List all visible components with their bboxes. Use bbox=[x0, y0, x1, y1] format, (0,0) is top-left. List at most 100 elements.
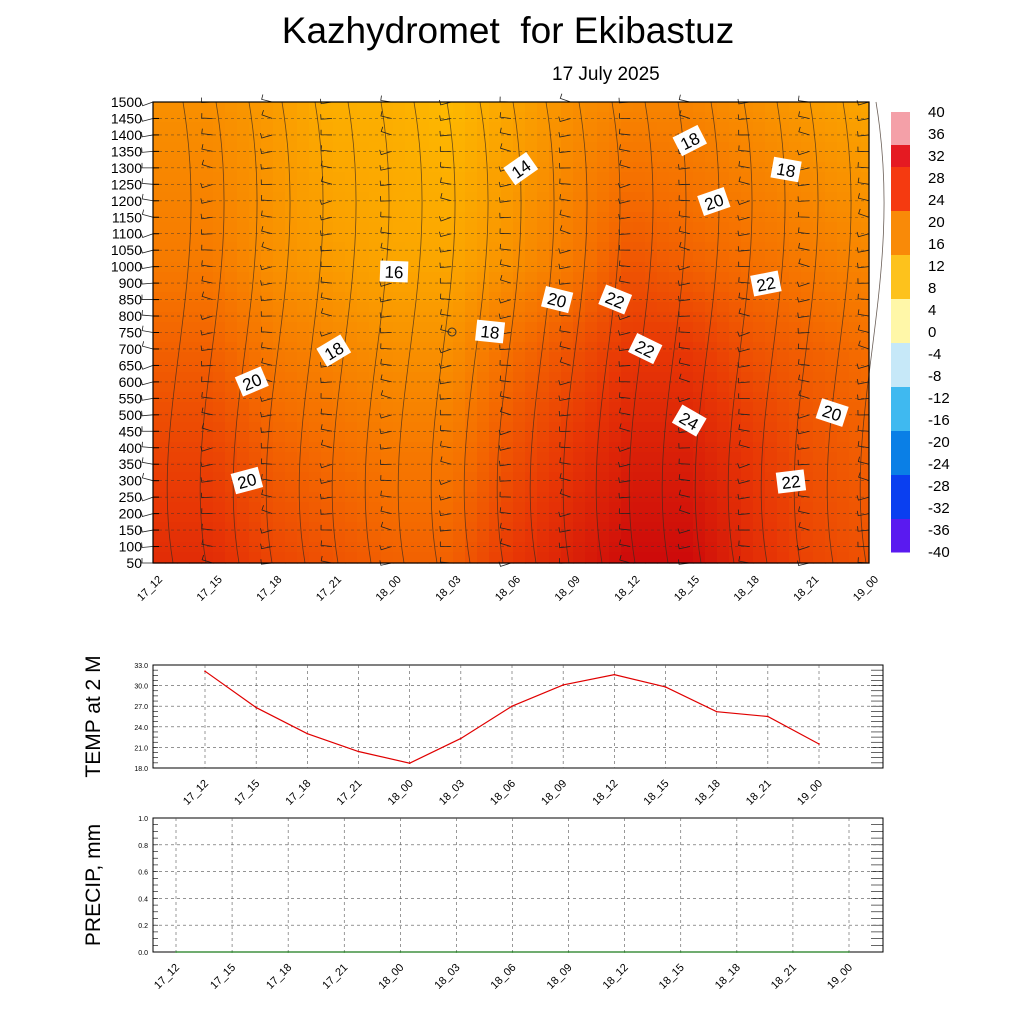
temperature-cell bbox=[489, 242, 502, 253]
temperature-cell bbox=[405, 552, 418, 563]
temperature-cell bbox=[621, 152, 634, 163]
temperature-cell bbox=[669, 102, 682, 113]
temperature-cell bbox=[393, 302, 406, 313]
wind-barb bbox=[140, 116, 154, 122]
y-tick-label: 33.0 bbox=[134, 663, 148, 670]
wind-barb bbox=[379, 296, 392, 303]
temperature-cell bbox=[321, 372, 334, 383]
temperature-cell bbox=[165, 122, 178, 133]
temperature-cell bbox=[861, 192, 870, 203]
temperature-cell bbox=[585, 542, 598, 553]
temperature-cell bbox=[405, 322, 418, 333]
temperature-cell bbox=[213, 112, 226, 123]
isotherm-line bbox=[397, 101, 423, 564]
temperature-cell bbox=[525, 552, 538, 563]
height-tick-label: 900 bbox=[119, 275, 143, 291]
temperature-cell bbox=[309, 412, 322, 423]
wind-barb bbox=[499, 243, 512, 251]
wind-barb bbox=[618, 376, 631, 383]
temperature-cell bbox=[801, 512, 814, 523]
temperature-cell bbox=[573, 112, 586, 123]
temperature-cell bbox=[753, 332, 766, 343]
temperature-cell bbox=[465, 362, 478, 373]
wind-barb bbox=[200, 182, 213, 189]
temperature-cell bbox=[777, 542, 790, 553]
temperature-cell bbox=[321, 452, 334, 463]
temperature-cell bbox=[741, 222, 754, 233]
temperature-cell bbox=[165, 112, 178, 123]
temperature-cell bbox=[837, 482, 850, 493]
temperature-cell bbox=[489, 232, 502, 243]
temperature-cell bbox=[453, 372, 466, 383]
temperature-cell bbox=[645, 502, 658, 513]
temperature-cell bbox=[669, 472, 682, 483]
temperature-cell bbox=[465, 342, 478, 353]
temperature-cell bbox=[597, 122, 610, 133]
isotherm-lines bbox=[166, 101, 885, 564]
temperature-cell bbox=[405, 232, 418, 243]
temperature-cell bbox=[201, 182, 214, 193]
temperature-cell bbox=[297, 242, 310, 253]
temperature-cell bbox=[765, 292, 778, 303]
temperature-cell bbox=[465, 542, 478, 553]
temperature-cell bbox=[549, 232, 562, 243]
temperature-cell bbox=[453, 382, 466, 393]
temperature-cell bbox=[681, 462, 694, 473]
temperature-cell bbox=[309, 132, 322, 143]
temperature-cell bbox=[525, 372, 538, 383]
temperature-cell bbox=[405, 122, 418, 133]
temperature-cell bbox=[213, 502, 226, 513]
temperature-cell bbox=[825, 422, 838, 433]
temperature-cell bbox=[345, 472, 358, 483]
temperature-cell bbox=[177, 242, 190, 253]
temperature-cell bbox=[801, 402, 814, 413]
temperature-cell bbox=[273, 322, 286, 333]
wind-barb bbox=[558, 542, 571, 549]
temperature-cell bbox=[249, 202, 262, 213]
temperature-cell bbox=[297, 142, 310, 153]
temperature-cell bbox=[813, 172, 826, 183]
temperature-cell bbox=[333, 452, 346, 463]
temperature-cell bbox=[729, 462, 742, 473]
temperature-cell bbox=[861, 252, 870, 263]
temperature-cell bbox=[369, 142, 382, 153]
temperature-cell bbox=[861, 272, 870, 283]
temperature-cell bbox=[789, 312, 802, 323]
temperature-cell bbox=[609, 422, 622, 433]
temperature-cell bbox=[417, 532, 430, 543]
temperature-cell bbox=[381, 382, 394, 393]
temperature-cell bbox=[861, 242, 870, 253]
temperature-cell bbox=[177, 482, 190, 493]
temperature-cell bbox=[345, 102, 358, 113]
temperature-cell bbox=[249, 532, 262, 543]
temperature-cell bbox=[213, 452, 226, 463]
temperature-cell bbox=[201, 272, 214, 283]
temperature-cell bbox=[861, 182, 870, 193]
colorbar-label: -36 bbox=[928, 522, 950, 539]
wind-barb bbox=[499, 274, 512, 284]
time-tick-label: 17_18 bbox=[283, 778, 313, 808]
temperature-cell bbox=[705, 262, 718, 273]
time-tick-label: 18_03 bbox=[433, 574, 463, 604]
wind-barb bbox=[678, 226, 691, 235]
temperature-cell bbox=[501, 472, 514, 483]
temperature-cell bbox=[573, 412, 586, 423]
temperature-cell bbox=[801, 462, 814, 473]
temperature-cell bbox=[681, 192, 694, 203]
temperature-cell bbox=[441, 112, 454, 123]
temperature-cell bbox=[861, 302, 870, 313]
wind-barb bbox=[558, 511, 571, 518]
temperature-cell bbox=[477, 242, 490, 253]
temperature-cell bbox=[513, 292, 526, 303]
temperature-cell bbox=[537, 172, 550, 183]
temperature-cell bbox=[177, 152, 190, 163]
temperature-cell bbox=[345, 112, 358, 123]
temperature-cell bbox=[633, 552, 646, 563]
wind-barb bbox=[559, 225, 571, 235]
colorbar-label: -40 bbox=[928, 544, 950, 561]
temperature-cell bbox=[669, 232, 682, 243]
temperature-cell bbox=[705, 472, 718, 483]
wind-barb bbox=[559, 441, 571, 449]
temperature-cell bbox=[189, 452, 202, 463]
temperature-cell bbox=[597, 542, 610, 553]
